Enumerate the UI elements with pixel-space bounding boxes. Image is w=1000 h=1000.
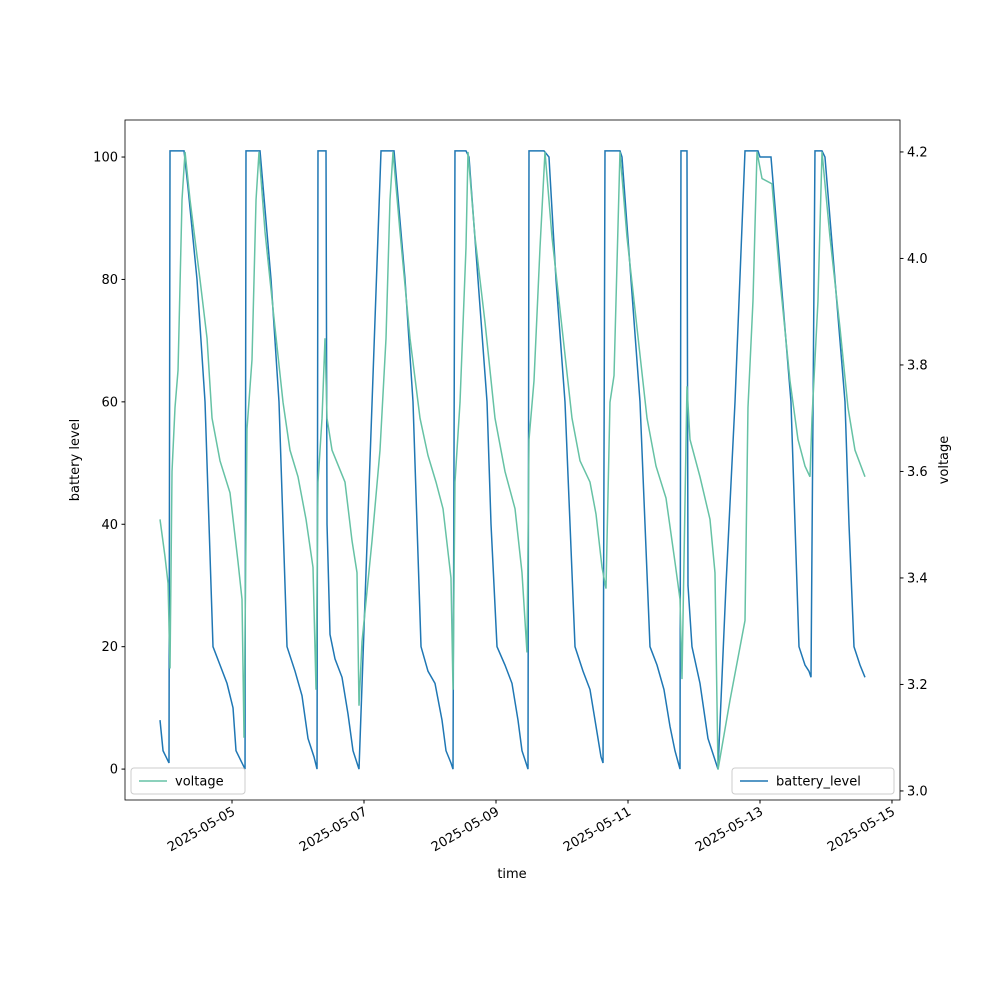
x-tick-label: 2025-05-05 <box>165 804 238 855</box>
legend-box <box>130 767 246 795</box>
x-tick-label: 2025-05-13 <box>693 804 766 855</box>
y2-tick-label: 3.4 <box>907 571 928 586</box>
line-voltage <box>159 151 866 770</box>
legend-box <box>731 767 895 795</box>
x-tick-label: 2025-05-11 <box>561 804 634 855</box>
y-tick-label: 40 <box>101 518 118 533</box>
y-tick-label: 80 <box>101 273 118 288</box>
y2-tick-label: 4.0 <box>907 252 928 267</box>
y-tick-label: 100 <box>93 151 118 166</box>
legend-label: battery_level <box>776 775 861 790</box>
x-axis-label: time <box>497 867 526 882</box>
y2-tick-label: 3.0 <box>907 784 928 799</box>
y-tick-label: 20 <box>101 640 118 655</box>
y2-tick-label: 4.2 <box>907 145 928 160</box>
y2-tick-label: 3.2 <box>907 678 928 693</box>
y-tick-label: 0 <box>110 763 118 778</box>
x-tick-label: 2025-05-15 <box>825 804 898 855</box>
plot-frame <box>124 119 901 801</box>
y2-tick-label: 3.8 <box>907 358 928 373</box>
x-tick-label: 2025-05-09 <box>429 804 502 855</box>
legend-label: voltage <box>175 775 224 790</box>
y2-axis-label: voltage <box>937 436 952 485</box>
y-tick-label: 60 <box>101 395 118 410</box>
y-axis-label: battery level <box>68 419 83 502</box>
y2-tick-label: 3.6 <box>907 465 928 480</box>
x-tick-label: 2025-05-07 <box>297 804 370 855</box>
